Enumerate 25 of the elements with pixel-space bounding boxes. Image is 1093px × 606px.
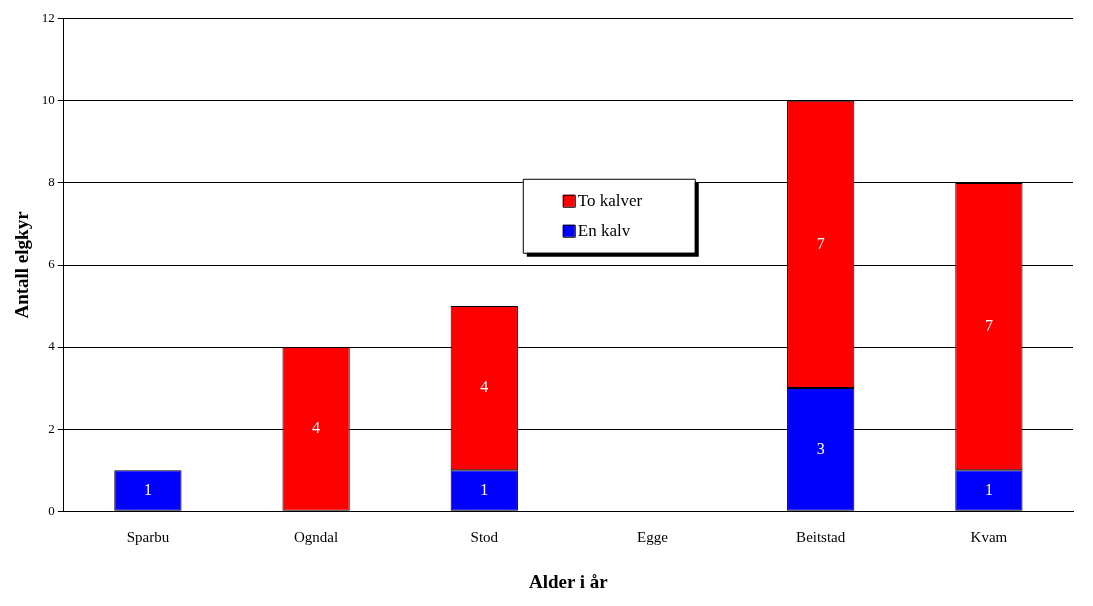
x-tick-label: Sparbu: [126, 529, 170, 546]
y-tick-label: 0: [48, 502, 55, 518]
data-label: 1: [480, 480, 489, 498]
y-axis-title: Antall elgkyr: [11, 210, 33, 319]
legend-label: To kalver: [577, 191, 643, 211]
y-tick-label: 10: [41, 92, 55, 108]
x-tick-label: Ogndal: [294, 529, 339, 546]
x-tick-label: Beitstad: [796, 529, 846, 546]
y-tick-label: 6: [48, 256, 56, 272]
x-tick-label: Kvam: [970, 529, 1008, 546]
data-label: 7: [984, 316, 993, 334]
data-label: 1: [984, 480, 993, 498]
data-label: 3: [816, 439, 825, 457]
y-tick-label: 4: [48, 338, 56, 354]
y-tick-label: 2: [48, 420, 55, 436]
legend-label: En kalv: [577, 221, 631, 241]
data-label: 1: [143, 480, 152, 498]
y-tick-label: 12: [41, 10, 55, 26]
x-tick-label: Egge: [637, 529, 669, 546]
x-tick-label: Stod: [470, 529, 499, 546]
data-label: 4: [480, 378, 489, 396]
x-axis-title: Alder i år: [528, 570, 609, 592]
y-tick-label: 8: [48, 174, 55, 190]
data-label: 7: [816, 234, 825, 252]
data-label: 4: [312, 419, 321, 437]
